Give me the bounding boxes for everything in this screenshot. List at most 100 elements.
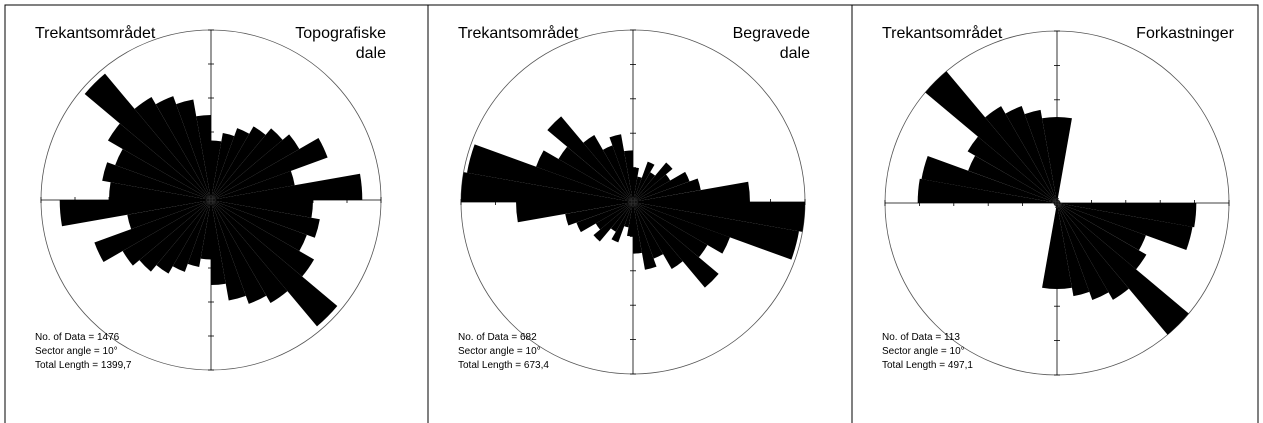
sector (211, 128, 250, 200)
sector (211, 200, 288, 304)
sector (633, 202, 730, 254)
sector (1042, 203, 1057, 289)
sector (536, 150, 633, 202)
sector (602, 145, 633, 202)
sector (624, 150, 633, 202)
sector (1057, 201, 1061, 203)
sector (633, 202, 683, 270)
sector (1057, 203, 1072, 289)
sector (1057, 203, 1197, 228)
sector (633, 202, 664, 259)
sector (59, 200, 212, 227)
sector (187, 200, 211, 267)
sector (84, 73, 211, 200)
sector (633, 178, 701, 202)
sector (211, 134, 300, 200)
sector (1054, 203, 1057, 206)
sector (127, 200, 211, 230)
sector (1057, 203, 1193, 251)
sector (1057, 201, 1061, 203)
sector (633, 174, 671, 202)
frame (4, 4, 1259, 423)
sector (633, 162, 673, 202)
chart-subtitle: Topografiske (295, 25, 386, 42)
sector (211, 170, 295, 200)
sector (1057, 203, 1146, 251)
sector (1057, 200, 1060, 203)
info-text: Sector angle = 10° (458, 346, 541, 357)
sector (583, 134, 633, 202)
sector (155, 96, 211, 200)
info-text: Sector angle = 10° (35, 346, 118, 357)
sector (1057, 117, 1072, 203)
sector (633, 172, 656, 202)
info-text: No. of Data = 1476 (35, 332, 120, 343)
info-text: No. of Data = 682 (458, 332, 537, 343)
sector (211, 140, 222, 200)
sector (176, 99, 211, 200)
sector (1055, 203, 1057, 209)
sector (107, 123, 211, 200)
sector (633, 202, 805, 232)
sector (211, 128, 283, 200)
sector (109, 182, 211, 200)
sector (211, 200, 313, 218)
sector (1057, 203, 1189, 335)
sector (211, 126, 266, 200)
sector (1057, 203, 1147, 270)
sector (633, 202, 799, 260)
sector (610, 202, 633, 232)
sector (1057, 203, 1129, 300)
sector (211, 137, 328, 200)
sector (1042, 117, 1057, 203)
sector (576, 202, 633, 233)
sector (633, 202, 642, 254)
sector (633, 176, 642, 202)
sector (1024, 109, 1057, 203)
sector (211, 200, 267, 304)
sector (558, 146, 633, 202)
sector (1053, 203, 1057, 205)
sector (917, 178, 1057, 203)
sector (925, 71, 1057, 203)
sector (94, 200, 211, 263)
chart-title: Trekantsområdet (35, 24, 156, 42)
sector (211, 200, 226, 285)
chart-title: Trekantsområdet (458, 24, 579, 42)
sector (633, 202, 657, 270)
info-text: Total Length = 497,1 (882, 360, 973, 371)
sector (633, 167, 639, 202)
sector (547, 116, 633, 202)
info-text: No. of Data = 113 (882, 332, 960, 343)
sector (516, 202, 633, 223)
sector (609, 134, 633, 202)
info-text: Sector angle = 10° (882, 346, 965, 357)
sector (1054, 203, 1057, 206)
info-text: Total Length = 673,4 (458, 360, 549, 371)
sector (211, 133, 235, 200)
sector (211, 200, 315, 277)
chart-title: Trekantsområdet (882, 24, 1003, 42)
sector (633, 161, 655, 202)
sector (156, 200, 211, 274)
sector (211, 173, 363, 200)
sector (624, 202, 633, 228)
sector (134, 96, 211, 200)
chart-subtitle: Forkastninger (1136, 25, 1234, 42)
sector (172, 200, 211, 272)
sector (1057, 200, 1060, 203)
sector (627, 202, 633, 237)
sector (968, 155, 1057, 203)
sector (633, 202, 708, 258)
sector (211, 200, 246, 301)
sector (1055, 203, 1057, 207)
sector (1057, 203, 1109, 300)
sector (461, 172, 633, 202)
chart-subtitle: dale (780, 45, 810, 62)
sector (211, 200, 320, 238)
sector (115, 149, 211, 200)
sector (1053, 203, 1057, 205)
sector (967, 136, 1057, 203)
sector (565, 202, 633, 226)
